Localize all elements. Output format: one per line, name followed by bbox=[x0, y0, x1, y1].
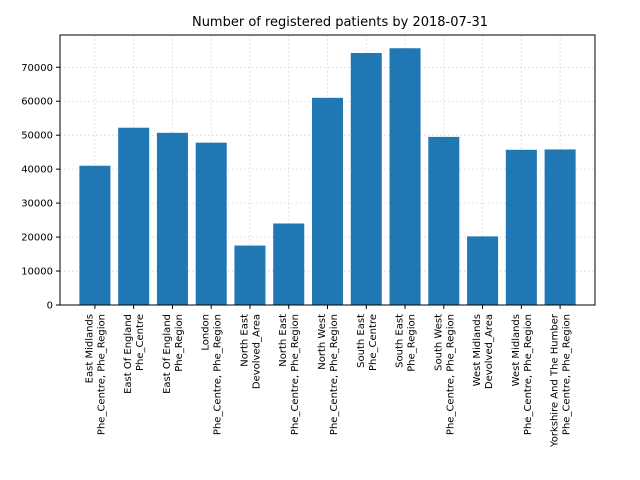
bar bbox=[195, 142, 227, 305]
x-tick-label: West MidlandsDevolved_Area bbox=[472, 314, 495, 389]
x-tick-label-line: North East bbox=[278, 314, 289, 367]
plot-frame bbox=[59, 34, 596, 306]
bar bbox=[311, 97, 344, 305]
x-tick-label: North EastPhe_Centre, Phe_Region bbox=[278, 314, 301, 435]
y-tick-label: 0 bbox=[47, 301, 53, 312]
y-tick-label: 40000 bbox=[21, 165, 53, 176]
x-tick-label-line: Phe_Centre, Phe_Region bbox=[329, 314, 340, 435]
chart-title: Number of registered patients by 2018-07… bbox=[192, 15, 488, 30]
x-tick-label: East Of EnglandPhe_Region bbox=[162, 314, 185, 394]
x-tick-label-line: North East bbox=[239, 314, 250, 367]
x-tick-label-line: Phe_Region bbox=[407, 314, 418, 372]
x-tick-label-line: East Midlands bbox=[84, 314, 95, 383]
x-tick-label: North WestPhe_Centre, Phe_Region bbox=[317, 314, 340, 435]
x-tick-label-line: Phe_Centre, Phe_Region bbox=[523, 314, 534, 435]
x-tick-label-line: East Of England bbox=[162, 314, 173, 394]
x-tick-label-line: Phe_Centre, Phe_Region bbox=[445, 314, 456, 435]
x-tick-label-line: North West bbox=[317, 314, 328, 370]
bar bbox=[505, 149, 537, 305]
bar bbox=[389, 48, 421, 306]
bar bbox=[544, 149, 576, 305]
x-tick-label-line: Phe_Centre, Phe_Region bbox=[213, 314, 224, 435]
x-tick-label: West MidlandsPhe_Centre, Phe_Region bbox=[511, 314, 534, 435]
bar bbox=[79, 165, 111, 305]
x-tick-label: South EastPhe_Region bbox=[395, 314, 418, 372]
x-tick-label: LondonPhe_Centre, Phe_Region bbox=[201, 314, 224, 435]
bar bbox=[118, 127, 150, 305]
bar bbox=[428, 136, 460, 305]
y-tick-label: 50000 bbox=[21, 131, 53, 142]
x-tick-label-line: Phe_Centre, Phe_Region bbox=[562, 314, 573, 435]
x-tick-label: East MidlandsPhe_Centre, Phe_Region bbox=[84, 314, 107, 435]
x-tick-label-line: Devolved_Area bbox=[484, 314, 495, 389]
bar bbox=[234, 245, 266, 305]
x-tick-label-line: South East bbox=[356, 314, 367, 368]
x-tick-label-line: South East bbox=[395, 314, 406, 368]
y-tick-label: 30000 bbox=[21, 199, 53, 210]
x-tick-label-line: Phe_Centre, Phe_Region bbox=[290, 314, 301, 435]
bars-layer bbox=[79, 48, 576, 306]
x-tick-label-line: Phe_Centre bbox=[135, 314, 146, 371]
x-tick-label-line: West Midlands bbox=[472, 314, 483, 386]
x-tick-label-line: East Of England bbox=[123, 314, 134, 394]
x-tick-label-line: Phe_Centre, Phe_Region bbox=[96, 314, 107, 435]
x-tick-label: South WestPhe_Centre, Phe_Region bbox=[433, 314, 456, 435]
x-tick-label-line: Devolved_Area bbox=[251, 314, 262, 389]
x-tick-label-line: West Midlands bbox=[511, 314, 522, 386]
x-tick-label-line: Yorkshire And The Humber bbox=[550, 313, 561, 448]
bar bbox=[350, 53, 382, 305]
x-tick-label: East Of EnglandPhe_Centre bbox=[123, 314, 146, 394]
bar bbox=[467, 236, 499, 305]
x-tick-label: South EastPhe_Centre bbox=[356, 314, 379, 371]
y-tick-label: 20000 bbox=[21, 233, 53, 244]
x-tick-label: Yorkshire And The HumberPhe_Centre, Phe_… bbox=[550, 313, 573, 448]
y-axis: 0 10000 20000 30000 40000 50000 60000 70000 bbox=[21, 63, 60, 312]
x-tick-label-line: Phe_Centre bbox=[368, 314, 379, 371]
bar bbox=[273, 223, 305, 305]
x-tick-label-line: Phe_Region bbox=[174, 314, 185, 372]
y-tick-label: 60000 bbox=[21, 97, 53, 108]
x-tick-label-line: South West bbox=[433, 314, 444, 371]
bar bbox=[156, 132, 188, 305]
x-tick-label: North EastDevolved_Area bbox=[239, 314, 262, 389]
y-tick-label: 70000 bbox=[21, 63, 53, 74]
x-axis: East MidlandsPhe_Centre, Phe_Region East … bbox=[84, 305, 573, 448]
y-tick-label: 10000 bbox=[21, 267, 53, 278]
x-tick-label-line: London bbox=[201, 314, 212, 351]
